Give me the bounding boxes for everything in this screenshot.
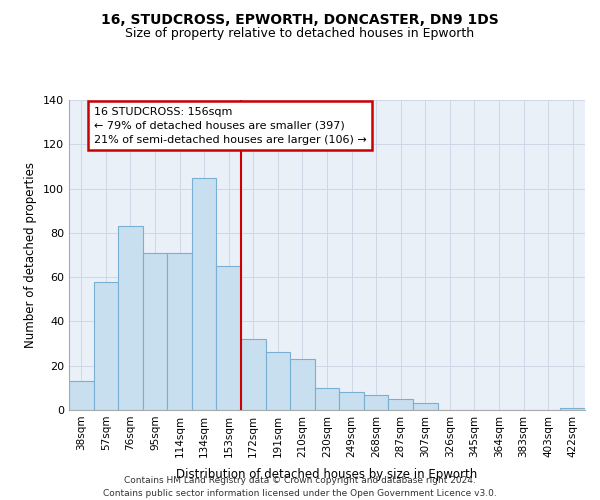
Bar xyxy=(339,392,364,410)
Bar xyxy=(143,253,167,410)
Bar xyxy=(94,282,118,410)
Text: Size of property relative to detached houses in Epworth: Size of property relative to detached ho… xyxy=(125,28,475,40)
Bar xyxy=(413,404,437,410)
Bar xyxy=(167,253,192,410)
Bar xyxy=(69,381,94,410)
Bar xyxy=(241,339,266,410)
Y-axis label: Number of detached properties: Number of detached properties xyxy=(25,162,37,348)
Text: 16, STUDCROSS, EPWORTH, DONCASTER, DN9 1DS: 16, STUDCROSS, EPWORTH, DONCASTER, DN9 1… xyxy=(101,12,499,26)
Bar xyxy=(290,359,315,410)
Text: 16 STUDCROSS: 156sqm
← 79% of detached houses are smaller (397)
21% of semi-deta: 16 STUDCROSS: 156sqm ← 79% of detached h… xyxy=(94,106,367,144)
X-axis label: Distribution of detached houses by size in Epworth: Distribution of detached houses by size … xyxy=(176,468,478,481)
Bar xyxy=(217,266,241,410)
Bar xyxy=(388,399,413,410)
Bar xyxy=(266,352,290,410)
Text: Contains HM Land Registry data © Crown copyright and database right 2024.
Contai: Contains HM Land Registry data © Crown c… xyxy=(103,476,497,498)
Bar xyxy=(560,408,585,410)
Bar xyxy=(118,226,143,410)
Bar xyxy=(315,388,339,410)
Bar xyxy=(192,178,217,410)
Bar xyxy=(364,394,388,410)
